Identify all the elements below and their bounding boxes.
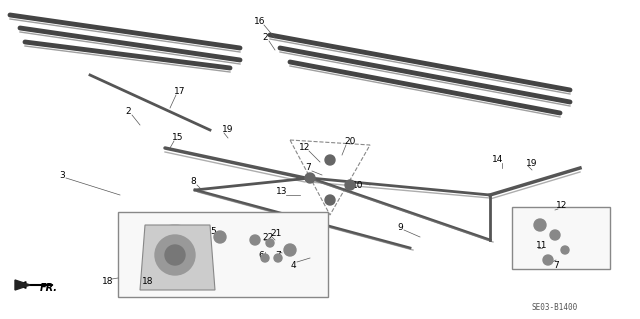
- Circle shape: [561, 246, 569, 254]
- Text: 15: 15: [172, 133, 184, 143]
- Polygon shape: [140, 225, 215, 290]
- Text: 19: 19: [526, 159, 538, 167]
- Text: 2: 2: [125, 108, 131, 116]
- Circle shape: [274, 254, 282, 262]
- Circle shape: [165, 245, 185, 265]
- Circle shape: [325, 155, 335, 165]
- Text: 16: 16: [254, 18, 266, 26]
- Circle shape: [325, 195, 335, 205]
- Circle shape: [534, 219, 546, 231]
- Text: 10: 10: [352, 182, 364, 190]
- Circle shape: [266, 239, 274, 247]
- Circle shape: [305, 173, 315, 183]
- Bar: [512, 207, 610, 269]
- Circle shape: [543, 255, 553, 265]
- Circle shape: [155, 235, 195, 275]
- Text: 5: 5: [210, 227, 216, 236]
- Text: 9: 9: [397, 222, 403, 232]
- Text: 7: 7: [275, 251, 281, 261]
- Circle shape: [284, 244, 296, 256]
- Text: 20: 20: [344, 137, 356, 146]
- Text: 11: 11: [536, 241, 548, 249]
- Text: 18: 18: [102, 278, 114, 286]
- Text: 12: 12: [300, 144, 310, 152]
- Text: 6: 6: [258, 251, 264, 261]
- Circle shape: [214, 231, 226, 243]
- Text: 4: 4: [290, 261, 296, 270]
- Bar: [118, 212, 328, 297]
- Circle shape: [345, 180, 355, 190]
- Polygon shape: [15, 280, 30, 290]
- Text: 14: 14: [492, 155, 504, 165]
- Text: 22: 22: [262, 233, 274, 241]
- Text: 19: 19: [222, 125, 234, 135]
- Text: 8: 8: [190, 177, 196, 187]
- Text: 7: 7: [553, 261, 559, 270]
- Circle shape: [550, 230, 560, 240]
- Text: FR.: FR.: [40, 283, 58, 293]
- Circle shape: [145, 225, 205, 285]
- Text: 2: 2: [262, 33, 268, 42]
- Circle shape: [250, 235, 260, 245]
- Text: 17: 17: [174, 87, 186, 97]
- Text: 18: 18: [142, 278, 154, 286]
- Text: SE03-B1400: SE03-B1400: [532, 303, 578, 313]
- Text: 21: 21: [270, 229, 282, 239]
- Text: 13: 13: [276, 188, 288, 197]
- Text: 12: 12: [556, 202, 568, 211]
- Text: 7: 7: [305, 164, 311, 173]
- Circle shape: [261, 254, 269, 262]
- Text: 3: 3: [59, 170, 65, 180]
